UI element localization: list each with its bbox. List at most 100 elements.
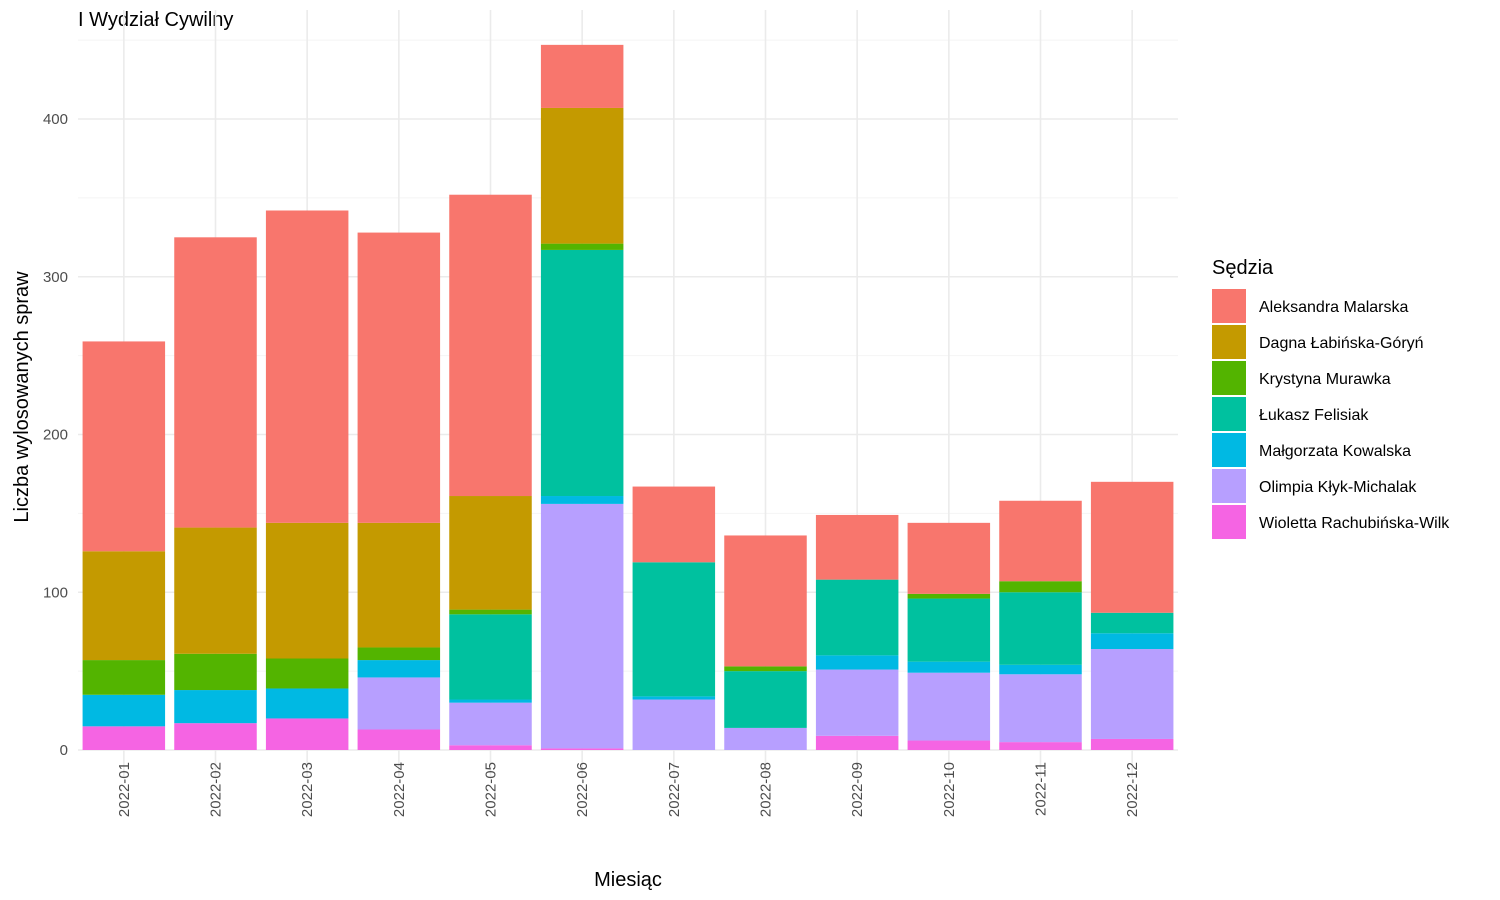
x-axis-label: Miesiąc: [594, 869, 662, 891]
bar-segment: [174, 723, 257, 750]
bar-segment: [1090, 649, 1174, 739]
x-tick-label: 2022-09: [849, 762, 866, 817]
legend-label: Wioletta Rachubińska-Wilk: [1259, 515, 1450, 532]
bar-segment: [449, 194, 532, 497]
bar-segment: [632, 696, 716, 700]
legend: Sędzia Aleksandra Malarska Dagna Łabińska…: [1212, 257, 1450, 539]
legend-swatch: [1212, 325, 1246, 359]
bar-segment: [999, 500, 1082, 582]
bar-segment: [357, 660, 441, 678]
bar-segment: [449, 609, 532, 615]
bar-segment: [999, 674, 1082, 743]
y-axis-ticks: 0 100 200 300 400: [43, 111, 68, 759]
bar-segment: [449, 496, 532, 610]
bar-segment: [265, 658, 349, 689]
bar-segment: [1090, 633, 1174, 650]
x-tick-label: 2022-11: [1033, 762, 1050, 816]
legend-swatch: [1212, 433, 1246, 467]
bar-segment: [174, 653, 257, 691]
bar-segment: [999, 581, 1082, 593]
bar-segment: [540, 748, 624, 750]
x-tick-label: 2022-10: [941, 762, 958, 817]
legend-label: Małgorzata Kowalska: [1259, 443, 1411, 460]
bars: [82, 44, 1174, 750]
x-tick-label: 2022-08: [758, 762, 775, 817]
bar-segment: [999, 592, 1082, 665]
bar-segment: [907, 661, 991, 673]
bar-segment: [449, 699, 532, 703]
bar-segment: [82, 551, 166, 661]
bar-segment: [724, 535, 807, 667]
bar-segment: [724, 727, 807, 750]
x-axis-ticks: 2022-01 2022-02 2022-03 2022-04 2022-05 2022-…: [116, 762, 1141, 817]
legend-swatch: [1212, 397, 1246, 431]
bar-segment: [82, 726, 166, 750]
bar-segment: [357, 232, 441, 523]
bar-segment: [1090, 612, 1174, 634]
bar-segment: [82, 694, 166, 727]
x-tick-label: 2022-12: [1124, 762, 1141, 817]
bar-segment: [357, 522, 441, 648]
bar-segment: [357, 729, 441, 750]
y-tick-label: 0: [60, 742, 68, 759]
bar-segment: [632, 699, 716, 750]
bar-segment: [815, 655, 899, 670]
legend-swatch: [1212, 361, 1246, 395]
bar-segment: [540, 107, 624, 244]
legend-swatch: [1212, 469, 1246, 503]
bar-segment: [815, 514, 899, 580]
x-tick-label: 2022-06: [574, 762, 591, 817]
bar-segment: [907, 522, 991, 594]
x-tick-label: 2022-03: [299, 762, 316, 817]
bar-segment: [540, 44, 624, 108]
bar-segment: [265, 522, 349, 659]
x-tick-label: 2022-07: [666, 762, 683, 817]
y-tick-label: 200: [43, 427, 68, 444]
bar-segment: [632, 486, 716, 563]
bar-segment: [815, 579, 899, 656]
bar-segment: [540, 249, 624, 497]
bar-segment: [1090, 738, 1174, 750]
bar-segment: [357, 647, 441, 661]
x-tick-label: 2022-04: [391, 762, 408, 817]
bar-segment: [265, 688, 349, 719]
bar-segment: [449, 614, 532, 700]
bar-segment: [540, 503, 624, 749]
legend-label: Krystyna Murawka: [1259, 371, 1391, 388]
y-tick-label: 300: [43, 269, 68, 286]
chart-title: I Wydział Cywilny: [78, 9, 233, 31]
legend-swatch: [1212, 505, 1246, 539]
bar-segment: [1090, 481, 1174, 613]
bar-segment: [540, 243, 624, 250]
bar-segment: [174, 237, 257, 528]
legend-label: Aleksandra Malarska: [1259, 299, 1409, 316]
legend-swatch: [1212, 289, 1246, 323]
x-tick-label: 2022-05: [483, 762, 500, 817]
y-tick-label: 400: [43, 111, 68, 128]
bar-segment: [265, 718, 349, 750]
y-axis-label: Liczba wylosowanych spraw: [11, 271, 33, 523]
bar-segment: [907, 593, 991, 599]
bar-segment: [907, 672, 991, 741]
bar-segment: [449, 702, 532, 746]
x-tick-label: 2022-02: [208, 762, 225, 817]
bar-segment: [174, 527, 257, 654]
legend-label: Olimpia Kłyk-Michalak: [1259, 479, 1417, 496]
bar-segment: [540, 496, 624, 504]
bar-segment: [815, 735, 899, 750]
legend-label: Łukasz Felisiak: [1259, 407, 1369, 424]
bar-segment: [174, 690, 257, 724]
bar-segment: [724, 666, 807, 672]
bar-segment: [724, 671, 807, 728]
bar-segment: [815, 669, 899, 736]
bar-segment: [449, 745, 532, 750]
bar-segment: [632, 562, 716, 697]
bar-segment: [999, 664, 1082, 675]
y-tick-label: 100: [43, 584, 68, 601]
bar-segment: [999, 742, 1082, 750]
bar-segment: [907, 598, 991, 662]
bar-segment: [907, 740, 991, 750]
bar-segment: [357, 677, 441, 730]
bar-segment: [82, 660, 166, 695]
